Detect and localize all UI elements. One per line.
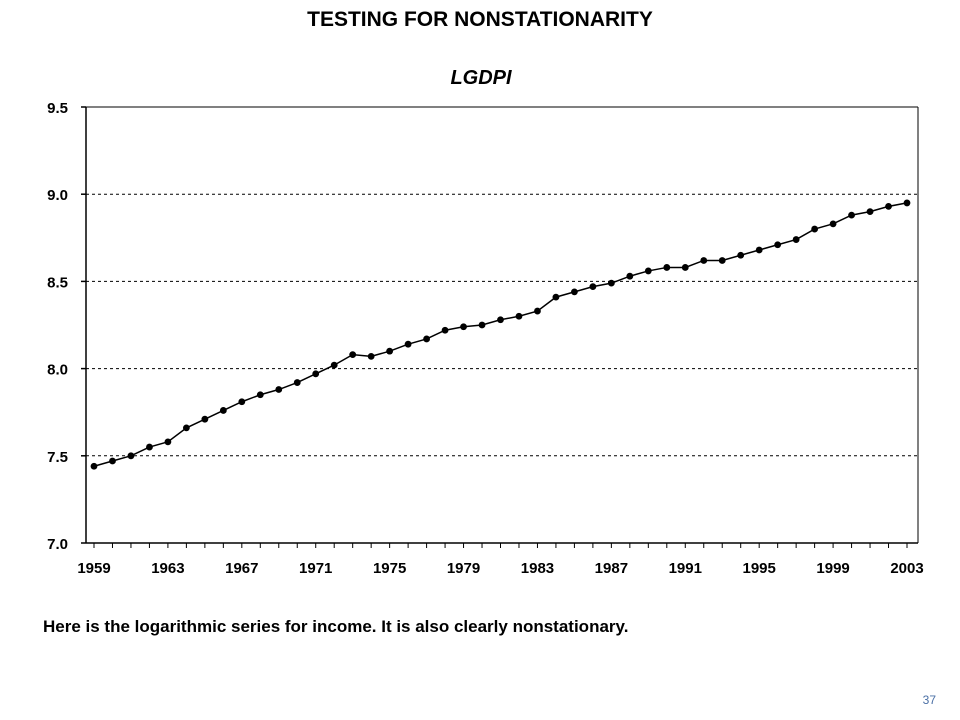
y-tick-label: 8.5	[47, 274, 68, 291]
data-point	[644, 267, 652, 275]
data-point	[423, 335, 430, 343]
y-tick-label: 7.0	[47, 536, 68, 553]
x-tick-label: 1983	[521, 560, 554, 577]
data-point	[718, 257, 726, 264]
data-point	[349, 351, 357, 359]
data-point	[534, 307, 541, 315]
data-point	[478, 321, 486, 329]
data-point	[90, 462, 98, 470]
data-point	[903, 199, 911, 207]
data-point	[238, 398, 246, 406]
data-point	[755, 246, 763, 254]
data-point	[275, 386, 283, 393]
y-tick-label: 7.5	[47, 449, 68, 466]
x-tick-label: 1971	[299, 560, 332, 577]
data-point	[552, 293, 560, 301]
y-tick-label: 9.5	[47, 100, 68, 117]
caption-text: Here is the logarithmic series for incom…	[43, 617, 629, 636]
data-point	[866, 208, 874, 216]
data-point	[792, 236, 800, 243]
data-point	[848, 211, 855, 219]
data-point	[737, 251, 745, 259]
slide-title: TESTING FOR NONSTATIONARITY	[307, 8, 653, 31]
data-point	[571, 288, 578, 296]
y-tick-label: 8.0	[47, 362, 68, 379]
x-tick-label: 1999	[816, 560, 849, 577]
x-tick-label: 1995	[742, 560, 775, 577]
data-point	[663, 264, 671, 271]
data-point	[293, 379, 301, 386]
line-chart: LGDPI 7.0 7.5 8.0 8.5 9.0 9.5 1959 1963 1967 197…	[47, 67, 924, 577]
data-point	[774, 241, 782, 249]
y-axis-tick-labels: 7.0 7.5 8.0 8.5 9.0 9.5	[47, 100, 68, 553]
data-point	[681, 264, 689, 271]
data-point	[626, 272, 634, 280]
data-point	[367, 352, 375, 360]
data-point	[386, 347, 394, 355]
chart-title: LGDPI	[450, 67, 512, 89]
series-lgdpi	[90, 199, 911, 470]
data-point	[589, 283, 597, 291]
data-point	[441, 326, 449, 334]
data-point	[146, 443, 153, 451]
data-point	[312, 370, 320, 378]
data-point	[607, 279, 615, 287]
data-point	[885, 203, 892, 210]
data-point	[182, 424, 190, 432]
gridlines	[86, 106, 918, 457]
data-point	[700, 257, 708, 264]
data-point	[201, 415, 209, 423]
slide-number: 37	[922, 693, 936, 707]
data-point	[497, 316, 504, 324]
data-point	[811, 225, 819, 233]
data-point	[127, 452, 135, 460]
x-tick-label: 1963	[151, 560, 184, 577]
data-point	[330, 361, 338, 369]
data-point	[164, 438, 172, 446]
data-point	[460, 323, 467, 331]
series-line	[93, 202, 908, 467]
x-tick-label: 1959	[77, 560, 110, 577]
axes	[81, 106, 919, 548]
x-tick-label: 1987	[595, 560, 628, 577]
data-point	[109, 457, 116, 465]
y-tick-label: 9.0	[47, 187, 68, 204]
data-point	[829, 220, 837, 228]
data-point	[404, 340, 412, 348]
x-tick-label: 2003	[890, 560, 923, 577]
data-point	[256, 391, 264, 399]
x-axis-tick-labels: 1959 1963 1967 1971 1975 1979 1983 1987 1991 1995…	[77, 560, 923, 577]
chart-svg: LGDPI 7.0 7.5 8.0 8.5 9.0 9.5 1959 1963 1967 197…	[47, 67, 924, 577]
data-point	[515, 312, 523, 320]
x-tick-label: 1975	[373, 560, 406, 577]
x-tick-label: 1979	[447, 560, 480, 577]
x-tick-label: 1967	[225, 560, 258, 577]
data-point	[219, 407, 227, 414]
x-tick-label: 1991	[669, 560, 702, 577]
